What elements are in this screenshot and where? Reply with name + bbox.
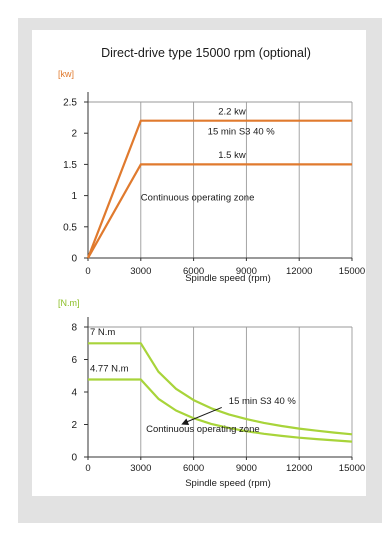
x-tick-label: 0 [85, 463, 90, 474]
y-tick-label: 2 [71, 420, 77, 431]
figure-panel: Direct-drive type 15000 rpm (optional) [k… [18, 18, 382, 523]
y-tick-label: 1.5 [63, 160, 77, 171]
y-tick-label: 4 [71, 388, 77, 399]
x-axis-label: Spindle speed (rpm) [185, 478, 271, 489]
series-line-s3-40 [88, 342, 353, 436]
chart-annotation: 15 min S3 40 % [208, 126, 276, 137]
x-tick-label: 6000 [183, 463, 204, 474]
annotation-arrow-shaft [185, 406, 222, 423]
series-line-continuous [87, 163, 352, 259]
x-tick-label: 6000 [183, 266, 204, 277]
y-tick-label: 0.5 [63, 222, 77, 233]
chart-annotation: 2.2 kw [218, 106, 246, 117]
torque-annotation: 7 N.m [90, 327, 115, 338]
chart-title: Direct-drive type 15000 rpm (optional) [101, 46, 311, 60]
y-tick-label: 1 [71, 191, 77, 202]
series-line-s3-40 [86, 119, 352, 259]
y-tick-label: 2.5 [63, 98, 77, 109]
chart-annotation: Continuous operating zone [141, 193, 255, 204]
y-tick-label: 6 [71, 355, 77, 366]
x-tick-label: 3000 [130, 266, 151, 277]
y-tick-label: 0 [71, 254, 77, 265]
y-axis-unit-label: [kw] [58, 69, 74, 79]
x-axis-label: Spindle speed (rpm) [185, 273, 271, 284]
chart-card: Direct-drive type 15000 rpm (optional) [k… [32, 30, 366, 496]
x-tick-label: 9000 [236, 266, 257, 277]
x-tick-label: 12000 [286, 463, 312, 474]
y-axis-unit-label: [N.m] [58, 298, 80, 308]
y-tick-label: 2 [71, 129, 77, 140]
x-tick-label: 9000 [236, 463, 257, 474]
annotation-arrow-head [181, 418, 190, 426]
chart-annotation: 15 min S3 40 % [229, 396, 297, 407]
series-line-continuous [88, 378, 353, 443]
x-tick-label: 15000 [339, 266, 365, 277]
torque-annotation: 4.77 N.m [90, 364, 129, 375]
chart-annotation: 1.5 kw [218, 150, 246, 161]
x-tick-label: 15000 [339, 463, 365, 474]
x-tick-label: 0 [85, 266, 90, 277]
y-tick-label: 0 [71, 453, 77, 464]
y-tick-label: 8 [71, 323, 77, 334]
x-tick-label: 3000 [130, 463, 151, 474]
charts-svg: Direct-drive type 15000 rpm (optional) [k… [58, 46, 365, 489]
x-tick-label: 12000 [286, 266, 312, 277]
chart-annotation: Continuous operating zone [146, 424, 260, 435]
